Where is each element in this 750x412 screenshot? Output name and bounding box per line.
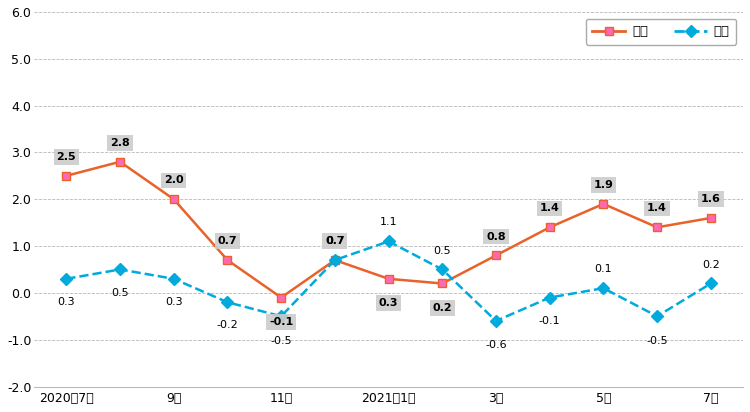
Legend: 同比, 环比: 同比, 环比 (586, 19, 736, 45)
Text: 1.1: 1.1 (380, 218, 398, 227)
Text: 0.5: 0.5 (111, 288, 129, 297)
Text: -0.1: -0.1 (269, 317, 293, 327)
Text: 0.2: 0.2 (433, 303, 452, 313)
Text: -0.6: -0.6 (485, 340, 507, 350)
Text: -0.2: -0.2 (217, 320, 238, 330)
Text: 1.9: 1.9 (593, 180, 613, 190)
Text: 0.2: 0.2 (702, 260, 720, 269)
Text: -0.1: -0.1 (539, 316, 560, 325)
Text: 0.3: 0.3 (58, 297, 75, 307)
Text: -0.5: -0.5 (270, 336, 292, 346)
Text: 0.7: 0.7 (326, 236, 344, 246)
Text: 2.5: 2.5 (56, 152, 76, 162)
Text: 0.3: 0.3 (379, 298, 398, 308)
Text: 2.8: 2.8 (110, 138, 130, 148)
Text: -0.5: -0.5 (646, 336, 668, 346)
Text: 1.6: 1.6 (701, 194, 721, 204)
Text: 0.1: 0.1 (595, 264, 612, 274)
Text: 0.7: 0.7 (217, 236, 237, 246)
Text: 2.0: 2.0 (164, 176, 184, 185)
Text: 0.5: 0.5 (433, 246, 451, 255)
Text: 1.4: 1.4 (540, 204, 560, 213)
Text: 0.8: 0.8 (486, 232, 506, 241)
Text: 0.7: 0.7 (325, 236, 345, 246)
Text: 0.3: 0.3 (165, 297, 182, 307)
Text: 1.4: 1.4 (647, 204, 667, 213)
